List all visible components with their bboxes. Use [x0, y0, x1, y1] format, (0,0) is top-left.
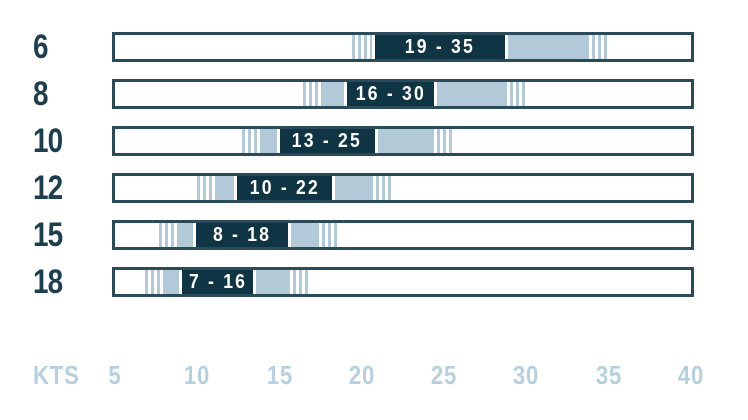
fade-stripes-left	[159, 223, 178, 247]
wind-range-bar: 10 - 22	[112, 173, 694, 203]
ideal-range-box: 19 - 35	[372, 35, 509, 59]
ideal-range-box: 10 - 22	[233, 176, 336, 200]
range-label: 8 - 18	[212, 223, 271, 246]
range-label: 10 - 22	[249, 176, 320, 199]
range-label: 19 - 35	[404, 35, 476, 58]
fade-stripes-left	[241, 129, 260, 153]
kite-size-label: 15	[33, 216, 63, 254]
axis-tick-label: 35	[595, 360, 622, 390]
ideal-range-box: 16 - 30	[344, 82, 438, 106]
fade-stripes-left	[144, 270, 163, 294]
axis-tick-label: 5	[108, 360, 122, 390]
wind-range-bar: 7 - 16	[112, 267, 694, 297]
ideal-range-box: 7 - 16	[179, 270, 257, 294]
kite-size-label: 10	[33, 122, 63, 160]
kite-size-label: 8	[33, 75, 49, 113]
fade-stripes-right	[373, 176, 392, 200]
wind-range-bar: 19 - 35	[112, 32, 694, 62]
fade-stripes-left	[351, 35, 370, 59]
fade-stripes-right	[319, 223, 338, 247]
kite-size-label: 12	[33, 169, 63, 207]
axis-unit-label: KTS	[33, 360, 80, 390]
fade-stripes-right	[506, 82, 525, 106]
axis-tick-label: 25	[430, 360, 458, 390]
range-label: 7 - 16	[188, 270, 247, 293]
axis-tick-label: 20	[348, 360, 375, 390]
axis-tick-label: 40	[677, 360, 705, 390]
range-label: 13 - 25	[292, 129, 363, 152]
fade-stripes-left	[302, 82, 321, 106]
axis-tick-label: 15	[266, 360, 293, 390]
kite-size-label: 6	[33, 28, 49, 66]
fade-stripes-right	[589, 35, 608, 59]
wind-range-bar: 16 - 30	[112, 79, 694, 109]
wind-range-bar: 8 - 18	[112, 220, 694, 250]
ideal-range-box: 13 - 25	[276, 129, 378, 153]
fade-stripes-right	[289, 270, 308, 294]
fade-stripes-left	[197, 176, 216, 200]
axis-ticks: 5 10 15 20 25 30 35 40	[108, 360, 703, 390]
fade-stripes-right	[434, 129, 453, 153]
wind-range-bar: 13 - 25	[112, 126, 694, 156]
ideal-range-box: 8 - 18	[192, 223, 291, 247]
kite-size-label: 18	[33, 263, 63, 301]
axis-tick-label: 10	[184, 360, 211, 390]
range-label: 16 - 30	[355, 82, 426, 105]
axis-tick-label: 30	[513, 360, 540, 390]
